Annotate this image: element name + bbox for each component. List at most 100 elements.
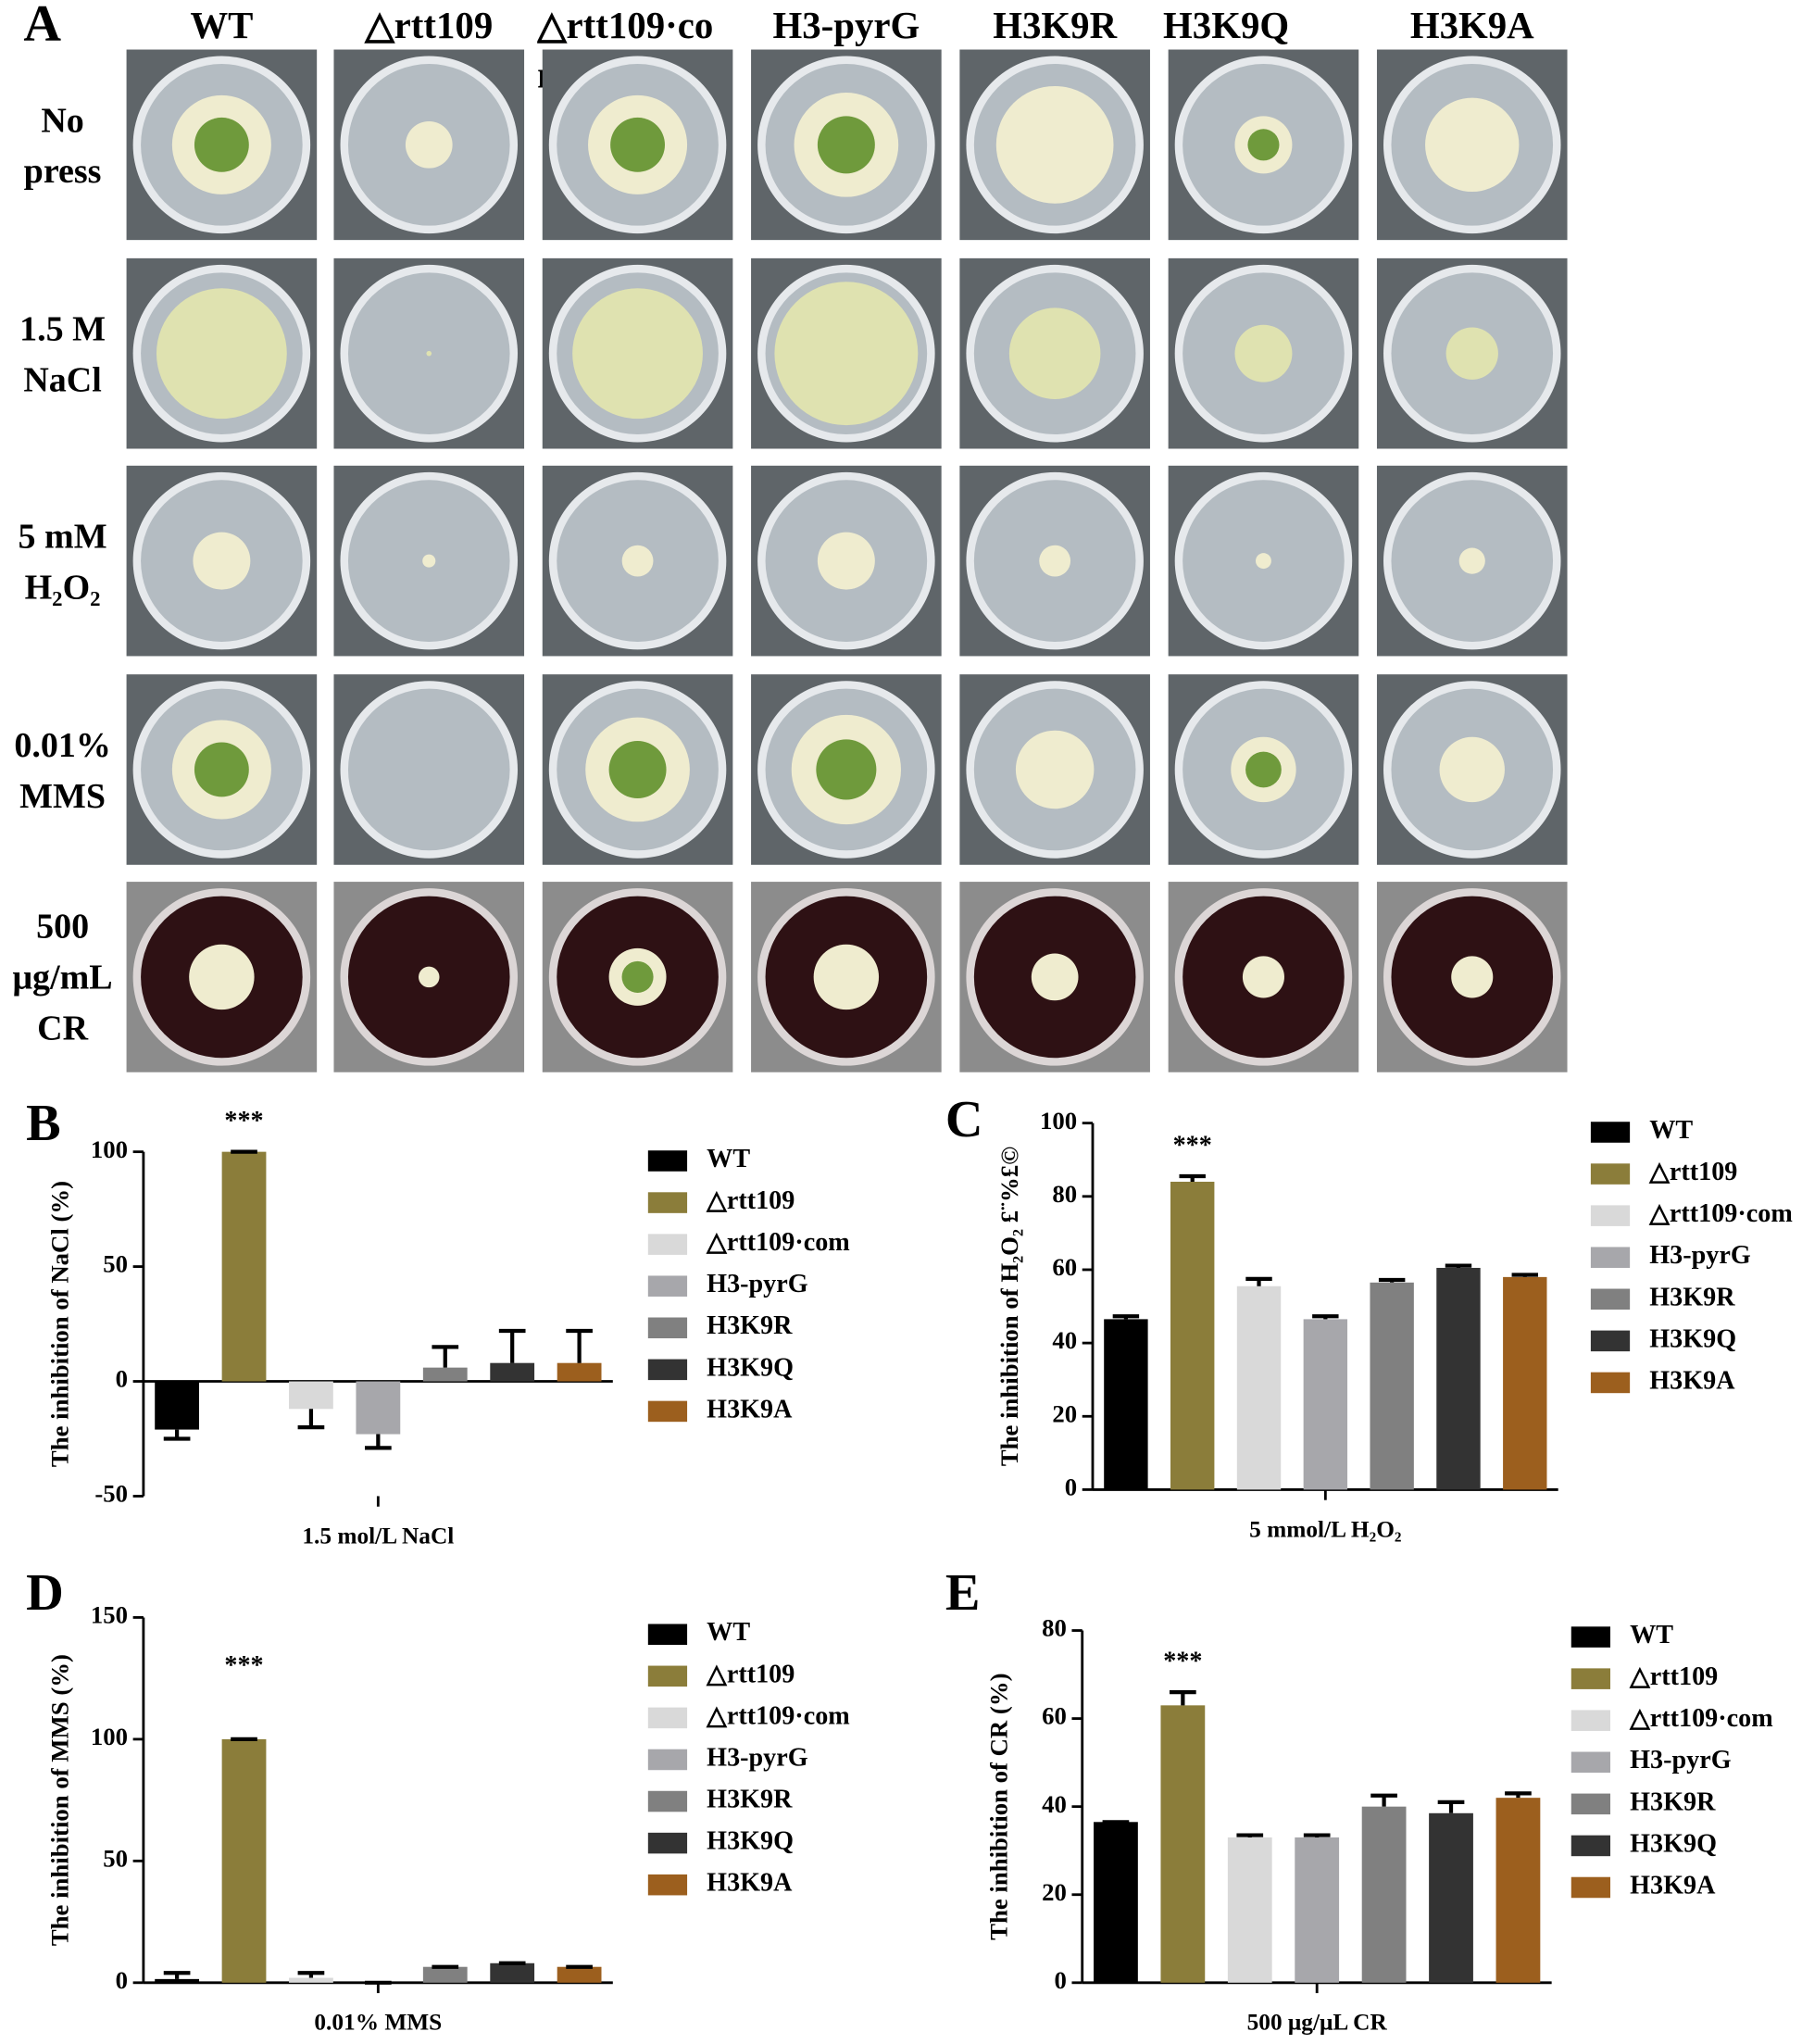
bar (1370, 1282, 1414, 1490)
column-header-box: H3K9Q (1163, 5, 1290, 47)
colony (193, 532, 251, 590)
bar (1227, 1837, 1272, 1983)
colony-center (816, 739, 877, 800)
error-bar (1245, 1276, 1272, 1286)
legend-swatch (1590, 1205, 1631, 1226)
bar (221, 1738, 267, 1983)
error-bar (566, 1328, 593, 1363)
x-axis-label: 500 μg/μL CR (1247, 2010, 1388, 2036)
bar (490, 1362, 535, 1382)
legend-swatch (647, 1275, 688, 1297)
legend-swatch (647, 1707, 688, 1729)
x-axis-label: 0.01% MMS (314, 2010, 442, 2036)
legend-swatch (647, 1234, 688, 1255)
colony (426, 350, 432, 357)
colony (156, 288, 287, 420)
legend-swatch (647, 1832, 688, 1854)
legend-label: WT (707, 1145, 750, 1173)
legend-label: WT (707, 1618, 750, 1647)
column-header: H3K9A (1409, 5, 1534, 47)
bar (1104, 1319, 1148, 1490)
legend-swatch (1590, 1122, 1631, 1143)
legend-label: H3-pyrG (707, 1270, 808, 1298)
y-tick-label: 20 (1042, 1878, 1067, 1906)
colony (1242, 956, 1284, 998)
legend-label: H3K9R (1649, 1283, 1735, 1311)
colony (422, 554, 436, 568)
legend-label: WT (1630, 1621, 1673, 1649)
error-bar (432, 1345, 459, 1368)
y-tick-label: 150 (91, 1601, 128, 1629)
row-label: 1.5 M NaCl (19, 308, 106, 400)
legend-label: △rtt109·com (706, 1701, 850, 1730)
y-tick-label: 100 (91, 1723, 128, 1750)
legend-swatch (1590, 1247, 1631, 1268)
bar (155, 1381, 199, 1430)
colony-center (194, 117, 249, 172)
column-header: △rtt109 (365, 5, 494, 47)
error-bar (1112, 1314, 1140, 1320)
y-tick-label: 0 (116, 1365, 128, 1393)
error-bar (1445, 1263, 1472, 1268)
error-bar (1170, 1689, 1196, 1706)
colony (1425, 97, 1520, 193)
legend-swatch (647, 1624, 688, 1646)
y-axis-label: The inhibition of MMS (%) (46, 1654, 74, 1946)
x-axis-label: 1.5 mol/L NaCl (302, 1523, 454, 1549)
panel-label: C (945, 1091, 983, 1148)
legend-label: H3-pyrG (707, 1743, 808, 1772)
colony-center (817, 116, 875, 174)
legend-label: △rtt109 (706, 1186, 795, 1215)
bar (155, 1978, 199, 1983)
error-bar (365, 1434, 392, 1450)
error-bar (498, 1328, 526, 1363)
row-label-box: 5 mM H₂O₂ (18, 516, 107, 608)
annotation: *** (224, 1107, 263, 1135)
bar (1436, 1267, 1481, 1490)
legend-label: H3K9Q (707, 1827, 794, 1856)
bar (221, 1151, 267, 1382)
row-label: 5 mM H₂O₂ (18, 516, 107, 608)
bar (1303, 1319, 1348, 1490)
legend-label: H3K9R (1630, 1787, 1716, 1816)
column-header: WT (190, 5, 254, 47)
legend-swatch (647, 1192, 688, 1213)
column-header: H3K9R (993, 5, 1118, 47)
y-tick-label: 100 (91, 1135, 128, 1163)
bar (1295, 1837, 1340, 1983)
colony (189, 944, 255, 1010)
legend-label: H3K9R (707, 1785, 793, 1813)
legend-label: H3K9Q (1630, 1829, 1717, 1858)
row-label: 500 μg/mL CR (12, 906, 113, 1048)
colony (1234, 324, 1293, 382)
y-axis-label: The inhibition of CR (%) (985, 1673, 1013, 1939)
colony (774, 282, 919, 426)
legend-swatch (647, 1749, 688, 1771)
bar (289, 1977, 333, 1983)
colony (572, 288, 703, 420)
column-header: H3K9Q (1163, 5, 1290, 47)
legend-label: H3-pyrG (1649, 1241, 1751, 1270)
column-header-box: △rtt109 (365, 5, 494, 47)
annotation: *** (1163, 1648, 1202, 1676)
column-header-box: H3K9R (993, 5, 1118, 47)
legend-swatch (1570, 1710, 1611, 1731)
legend-swatch (1590, 1163, 1631, 1185)
bar (1160, 1705, 1206, 1983)
legend-label: H3K9R (707, 1311, 793, 1340)
error-bar (1312, 1314, 1339, 1320)
x-axis-label: 5 mmol/L H₂O₂ (1249, 1516, 1401, 1542)
legend-label: H3K9A (1630, 1871, 1716, 1900)
annotation: *** (224, 1651, 263, 1680)
error-bar (1236, 1833, 1264, 1837)
legend-swatch (647, 1317, 688, 1339)
legend-label: △rtt109 (1648, 1158, 1737, 1186)
legend-label: H3-pyrG (1630, 1746, 1732, 1774)
colony-center (1247, 129, 1280, 161)
colony-center (621, 960, 654, 993)
legend-swatch (1570, 1793, 1611, 1815)
row-label: No press (23, 100, 102, 191)
y-axis-label: The inhibition of NaCl (%) (46, 1181, 74, 1467)
colony-center (1245, 751, 1282, 788)
